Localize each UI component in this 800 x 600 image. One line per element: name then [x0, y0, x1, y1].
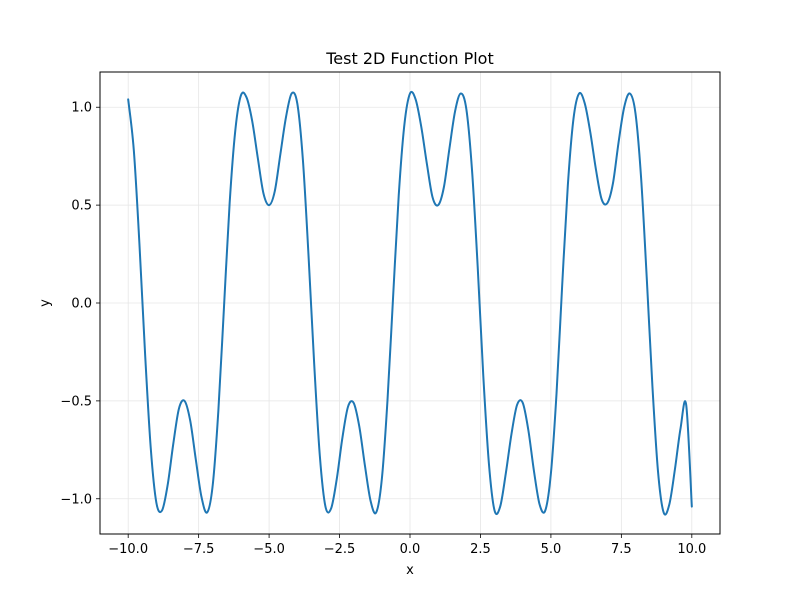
- x-tick-label: −5.0: [253, 542, 285, 557]
- x-tick-label: 2.5: [470, 542, 491, 557]
- x-tick-label: 10.0: [677, 542, 706, 557]
- y-axis-ticks: −1.0 −0.5 0.0 0.5 1.0: [60, 101, 100, 507]
- x-tick-label: −10.0: [108, 542, 148, 557]
- x-tick-label: −7.5: [183, 542, 215, 557]
- chart-title: Test 2D Function Plot: [325, 49, 493, 68]
- grid: [100, 72, 720, 534]
- x-tick-label: 5.0: [541, 542, 562, 557]
- x-axis-ticks: −10.0 −7.5 −5.0 −2.5 0.0 2.5 5.0 7.5 10.0: [108, 534, 706, 557]
- y-axis-label: y: [38, 299, 53, 307]
- series-line: [127, 90, 693, 516]
- y-tick-label: 0.0: [71, 297, 92, 312]
- x-tick-label: −2.5: [324, 542, 356, 557]
- x-tick-label: 7.5: [611, 542, 632, 557]
- y-tick-label: −0.5: [60, 394, 92, 409]
- y-tick-label: 1.0: [71, 101, 92, 116]
- x-axis-label: x: [406, 563, 414, 578]
- y-tick-label: 0.5: [71, 199, 92, 214]
- y-tick-label: −1.0: [60, 492, 92, 507]
- series-group: [127, 90, 693, 516]
- x-tick-label: 0.0: [400, 542, 421, 557]
